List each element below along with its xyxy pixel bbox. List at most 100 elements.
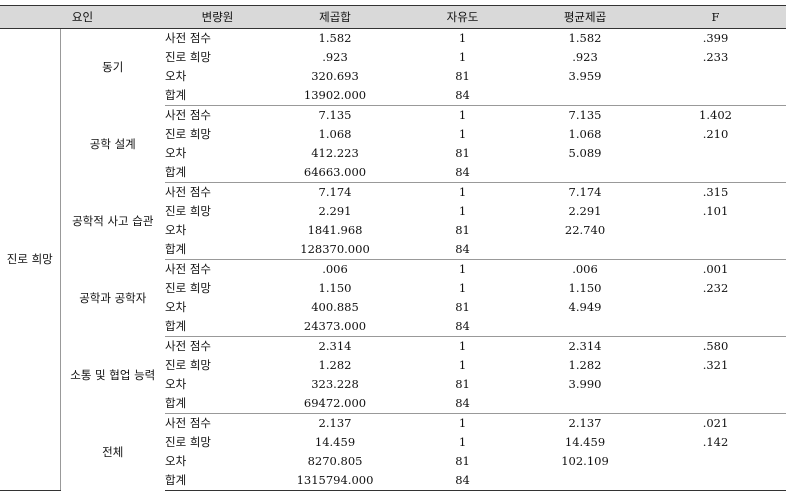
table-row: 합계 128370.000 84 (0, 240, 786, 260)
factor-label: 공학 설계 (59, 105, 166, 183)
f-value-cell (645, 86, 786, 106)
f-value-cell (645, 298, 786, 317)
sum-of-squares-cell: 1841.968 (307, 223, 363, 237)
f-value-cell (645, 240, 786, 260)
sum-of-squares-cell: 24373.000 (270, 317, 401, 337)
f-value-cell (645, 375, 786, 394)
sum-of-squares-cell: 1.150 (318, 281, 352, 295)
df-cell: 84 (400, 240, 526, 260)
f-value-cell: .233 (702, 50, 729, 64)
sum-of-squares-cell: 7.135 (318, 108, 352, 122)
df-cell: 1 (458, 185, 467, 199)
df-cell: 1 (458, 416, 467, 430)
f-value-cell: 1.402 (699, 108, 732, 122)
df-cell: 1 (458, 435, 467, 449)
df-cell: 1 (458, 127, 467, 141)
source-cell: 사전 점수 (165, 339, 211, 353)
source-cell: 오차 (165, 146, 187, 160)
sum-of-squares-cell: 400.885 (311, 300, 359, 314)
table-row: 합계 1315794.000 84 (0, 471, 786, 491)
mean-square-cell: .006 (572, 262, 598, 276)
f-value-cell: .001 (702, 262, 729, 276)
factor-label: 공학적 사고 습관 (59, 182, 166, 260)
table-row: 오차 320.693 81 3.959 (0, 67, 786, 86)
mean-square-cell (525, 317, 646, 337)
sum-of-squares-cell: 2.314 (318, 339, 352, 353)
df-cell: 1 (458, 50, 467, 64)
f-value-cell (645, 221, 786, 240)
sum-of-squares-cell: .923 (322, 50, 348, 64)
sum-of-squares-cell: 1315794.000 (270, 471, 401, 491)
mean-square-cell: 1.582 (568, 31, 602, 45)
source-cell: 오차 (165, 69, 187, 83)
header-mean-square: 평균제곱 (525, 5, 646, 29)
source-cell: 사전 점수 (165, 262, 211, 276)
df-cell: 84 (400, 86, 526, 106)
source-cell: 합계 (165, 317, 271, 337)
sum-of-squares-cell: 2.137 (318, 416, 352, 430)
df-cell: 1 (458, 339, 467, 353)
mean-square-cell: 4.949 (568, 300, 602, 314)
df-cell: 81 (455, 454, 470, 468)
sum-of-squares-cell: 7.174 (318, 185, 352, 199)
mean-square-cell (525, 394, 646, 414)
header-row: 요인 변량원 제곱합 자유도 평균제곱 F p (0, 5, 786, 29)
mean-square-cell (525, 471, 646, 491)
df-cell: 1 (458, 31, 467, 45)
header-source: 변량원 (165, 5, 271, 29)
sum-of-squares-cell: 320.693 (311, 69, 359, 83)
mean-square-cell: 7.135 (568, 108, 602, 122)
mean-square-cell: 7.174 (568, 185, 602, 199)
table-row: 합계 64663.000 84 (0, 163, 786, 183)
f-value-cell: .315 (702, 185, 729, 199)
sum-of-squares-cell: 323.228 (311, 377, 359, 391)
f-value-cell: .021 (702, 416, 729, 430)
df-cell: 84 (400, 471, 526, 491)
table-header: 요인 변량원 제곱합 자유도 평균제곱 F p (0, 5, 786, 29)
f-value-cell (645, 317, 786, 337)
source-cell: 진로 희망 (165, 281, 211, 295)
header-f: F (645, 5, 786, 29)
source-cell: 사전 점수 (165, 31, 211, 45)
f-value-cell: .232 (702, 281, 729, 295)
source-cell: 진로 희망 (165, 204, 211, 218)
header-sum-of-squares: 제곱합 (270, 5, 401, 29)
mean-square-cell (525, 86, 646, 106)
df-cell: 81 (455, 300, 470, 314)
mean-square-cell: 1.150 (568, 281, 602, 295)
f-value-cell (645, 394, 786, 414)
f-value-cell (645, 67, 786, 86)
df-cell: 1 (458, 281, 467, 295)
mean-square-cell: 2.137 (568, 416, 602, 430)
sum-of-squares-cell: 128370.000 (270, 240, 401, 260)
table-row: 합계 69472.000 84 (0, 394, 786, 414)
source-cell: 합계 (165, 471, 271, 491)
df-cell: 81 (455, 69, 470, 83)
df-cell: 84 (400, 317, 526, 337)
mean-square-cell: 102.109 (561, 454, 609, 468)
factor-label: 소통 및 협업 능력 (59, 336, 166, 414)
f-value-cell (645, 471, 786, 491)
df-cell: 84 (400, 163, 526, 183)
df-cell: 1 (458, 204, 467, 218)
mean-square-cell: 3.959 (568, 69, 602, 83)
mean-square-cell (525, 163, 646, 183)
sum-of-squares-cell: 14.459 (314, 435, 356, 449)
header-factor: 요인 (0, 5, 166, 29)
sum-of-squares-cell: 8270.805 (307, 454, 363, 468)
source-cell: 사전 점수 (165, 416, 211, 430)
source-cell: 사전 점수 (165, 185, 211, 199)
f-value-cell (645, 452, 786, 471)
df-cell: 1 (458, 108, 467, 122)
table-row: 오차 1841.968 81 22.740 (0, 221, 786, 240)
sum-of-squares-cell: 2.291 (318, 204, 352, 218)
f-value-cell: .321 (702, 358, 729, 372)
mean-square-cell (525, 240, 646, 260)
